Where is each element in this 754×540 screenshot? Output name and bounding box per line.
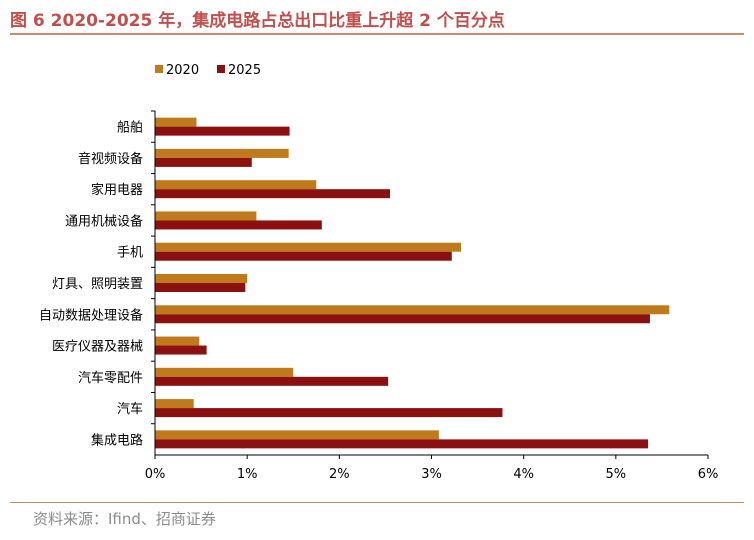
category-label: 船舶 [117, 120, 143, 136]
category-label: 自动数据处理设备 [39, 307, 143, 323]
bar-2025-7 [155, 345, 207, 355]
x-tick-label: 6% [698, 467, 719, 482]
bar-2025-6 [155, 314, 650, 324]
bar-2020-5 [155, 274, 248, 283]
bar-2025-5 [155, 283, 246, 292]
legend-label-2020: 2020 [166, 63, 199, 78]
bar-2020-8 [155, 367, 294, 377]
x-tick-label: 1% [237, 467, 258, 482]
bar-2025-0 [155, 126, 290, 136]
legend-swatch-2025 [217, 65, 225, 73]
title-divider [10, 33, 744, 35]
bar-2025-4 [155, 251, 452, 261]
x-tick-label: 4% [513, 467, 534, 482]
bar-2020-7 [155, 336, 200, 346]
bar-2025-2 [155, 189, 391, 199]
category-label: 灯具、照明装置 [52, 277, 143, 292]
bar-2025-10 [155, 439, 649, 449]
chart-bars [155, 117, 670, 449]
bar-2025-8 [155, 376, 389, 386]
x-tick-label: 5% [606, 467, 627, 482]
chart-axes: 船舶音视频设备家用电器通用机械设备手机灯具、照明装置自动数据处理设备医疗仪器及器… [39, 110, 719, 482]
chart-legend: 2020 2025 [155, 63, 261, 78]
x-tick-label: 3% [421, 467, 442, 482]
bar-2025-9 [155, 408, 503, 418]
bar-2020-4 [155, 242, 461, 252]
bar-2020-1 [155, 148, 289, 158]
category-label: 家用电器 [91, 182, 143, 198]
figure-title: 图 6 2020-2025 年，集成电路占总出口比重上升超 2 个百分点 [10, 11, 505, 31]
category-label: 手机 [117, 246, 143, 261]
category-label: 汽车零配件 [78, 370, 143, 386]
category-label: 音视频设备 [78, 151, 143, 167]
bar-2020-9 [155, 399, 194, 409]
x-tick-label: 0% [145, 467, 166, 482]
legend-label-2025: 2025 [228, 63, 261, 78]
category-label: 医疗仪器及器械 [52, 340, 143, 355]
x-tick-label: 2% [329, 467, 350, 482]
category-label: 集成电路 [91, 432, 143, 448]
source-note: 资料来源：Ifind、招商证券 [33, 510, 216, 528]
bar-2020-6 [155, 305, 670, 315]
bar-2020-2 [155, 180, 317, 190]
footer-divider [10, 502, 744, 503]
legend-swatch-2020 [155, 65, 163, 73]
bar-2020-10 [155, 430, 439, 440]
category-label: 汽车 [117, 401, 143, 417]
bar-2020-3 [155, 211, 257, 221]
bar-2025-1 [155, 157, 252, 167]
category-label: 通用机械设备 [65, 213, 143, 229]
bar-2020-0 [155, 117, 197, 127]
bar-chart: 2020 2025 船舶音视频设备家用电器通用机械设备手机灯具、照明装置自动数据处… [39, 63, 719, 482]
bar-2025-3 [155, 220, 322, 230]
